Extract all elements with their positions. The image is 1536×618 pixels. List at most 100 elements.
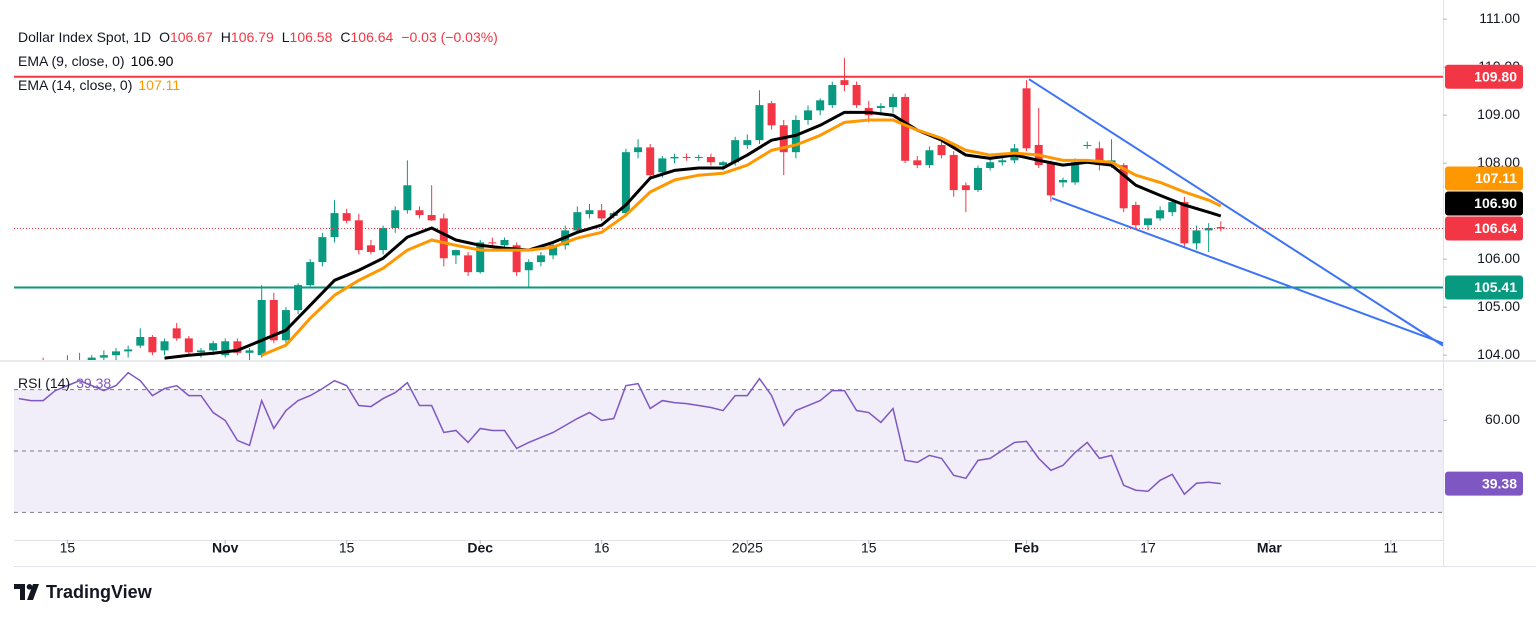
candle-body bbox=[439, 218, 448, 259]
x-tick-label: Dec bbox=[467, 540, 493, 556]
candle-body bbox=[658, 158, 667, 173]
legend-row: EMA (14, close, 0) 107.11 bbox=[18, 73, 504, 97]
brand-logo bbox=[14, 584, 39, 600]
y-tick-label: 105.00 bbox=[1477, 298, 1520, 314]
candle-body bbox=[330, 213, 339, 238]
x-tick-label: 17 bbox=[1140, 540, 1156, 556]
candle-body bbox=[1180, 202, 1189, 244]
candle-body bbox=[634, 147, 643, 153]
candle-body bbox=[755, 105, 764, 141]
candle-body bbox=[961, 185, 970, 191]
y-tick-label: 108.00 bbox=[1477, 154, 1520, 170]
legend-row: Dollar Index Spot, 1D O106.67 H106.79 L106.… bbox=[18, 25, 504, 49]
rsi-value: 39.38 bbox=[76, 375, 112, 391]
price-tag-label: 107.11 bbox=[1475, 170, 1517, 186]
candle-body bbox=[488, 242, 497, 244]
candle-body bbox=[731, 140, 740, 163]
x-tick-label: 15 bbox=[60, 540, 76, 556]
candle-body bbox=[585, 210, 594, 215]
ohlc-value: 106.67 bbox=[169, 29, 213, 45]
brand-name: TradingView bbox=[46, 582, 153, 602]
rsi-line bbox=[18, 371, 1221, 496]
legend-row: EMA (9, close, 0) 106.90 bbox=[18, 49, 504, 73]
candle-body bbox=[706, 156, 715, 163]
candle-body bbox=[427, 215, 436, 221]
candle-body bbox=[269, 300, 278, 341]
price-pane bbox=[14, 58, 1443, 370]
price-tag bbox=[1445, 191, 1523, 216]
candle-body bbox=[27, 365, 35, 370]
symbol-title: Dollar Index Spot, 1D bbox=[18, 29, 152, 45]
candle-body bbox=[51, 362, 59, 369]
y-tick-label: 106.00 bbox=[1477, 250, 1520, 266]
x-tick-label: 16 bbox=[594, 540, 610, 556]
candle-body bbox=[1216, 227, 1225, 229]
candle-body bbox=[257, 300, 266, 356]
candle-body bbox=[99, 355, 108, 358]
price-tag-label: 106.90 bbox=[1474, 195, 1517, 211]
candle-body bbox=[403, 185, 412, 211]
price-tag bbox=[1445, 216, 1523, 241]
rsi-title: RSI (14) bbox=[18, 375, 71, 391]
candle-body bbox=[852, 84, 861, 106]
candle-body bbox=[451, 250, 460, 256]
candle-body bbox=[1046, 163, 1055, 196]
value-tag bbox=[1445, 471, 1523, 496]
candle-body bbox=[889, 96, 898, 108]
y-tick-label: 109.00 bbox=[1477, 106, 1520, 122]
candle-body bbox=[1143, 218, 1152, 226]
candle-body bbox=[464, 255, 473, 273]
candle-body bbox=[233, 341, 242, 353]
rsi-legend: RSI (14) 39.38 bbox=[18, 371, 117, 395]
candle-body bbox=[743, 140, 752, 145]
candle-body bbox=[245, 350, 254, 353]
legend-value: 106.90 bbox=[130, 53, 174, 69]
candle-body bbox=[621, 152, 630, 214]
x-tick-label: Nov bbox=[212, 540, 239, 556]
x-tick-label: 2025 bbox=[732, 540, 763, 556]
candle-body bbox=[573, 212, 582, 231]
candle-body bbox=[1071, 162, 1080, 183]
candle-body bbox=[986, 162, 995, 168]
ohlc-label: C bbox=[340, 29, 351, 45]
candle-body bbox=[476, 242, 485, 273]
candle-body bbox=[415, 210, 424, 216]
ohlc-label: O bbox=[159, 29, 170, 45]
candle-body bbox=[391, 210, 400, 228]
candle-body bbox=[294, 285, 303, 311]
candle-body bbox=[597, 210, 606, 219]
price-tag bbox=[1445, 166, 1523, 191]
rsi-pane bbox=[14, 371, 1443, 513]
candle-body bbox=[196, 350, 205, 353]
candle-body bbox=[998, 160, 1007, 163]
candle-body bbox=[646, 147, 655, 176]
candle-body bbox=[925, 150, 934, 166]
candle-body bbox=[816, 100, 825, 111]
candle-body bbox=[184, 338, 193, 353]
candle-body bbox=[1168, 202, 1177, 213]
candle-body bbox=[1095, 148, 1104, 166]
candle-body bbox=[87, 357, 96, 360]
candle-body bbox=[354, 220, 363, 251]
candle-body bbox=[111, 351, 120, 356]
candle-body bbox=[136, 336, 145, 346]
x-tick-label: 11 bbox=[1384, 540, 1399, 556]
candle-body bbox=[512, 245, 521, 273]
candle-body bbox=[1022, 88, 1031, 149]
candle-body bbox=[1131, 204, 1140, 226]
legend-name: EMA (14, close, 0) bbox=[18, 77, 133, 93]
candle-body bbox=[342, 213, 351, 221]
y-tick-label: 60.00 bbox=[1485, 411, 1520, 427]
candle-body bbox=[281, 310, 290, 341]
candle-body bbox=[682, 156, 691, 158]
ohlc-value: 106.58 bbox=[289, 29, 333, 45]
candle-body bbox=[379, 228, 388, 251]
ohlc-value: 106.64 bbox=[350, 29, 394, 45]
x-tick-label: 15 bbox=[861, 540, 877, 556]
candle-body bbox=[876, 106, 885, 108]
price-tag-label: 106.64 bbox=[1474, 220, 1517, 236]
candle-body bbox=[937, 144, 946, 156]
candle-body bbox=[160, 341, 169, 351]
